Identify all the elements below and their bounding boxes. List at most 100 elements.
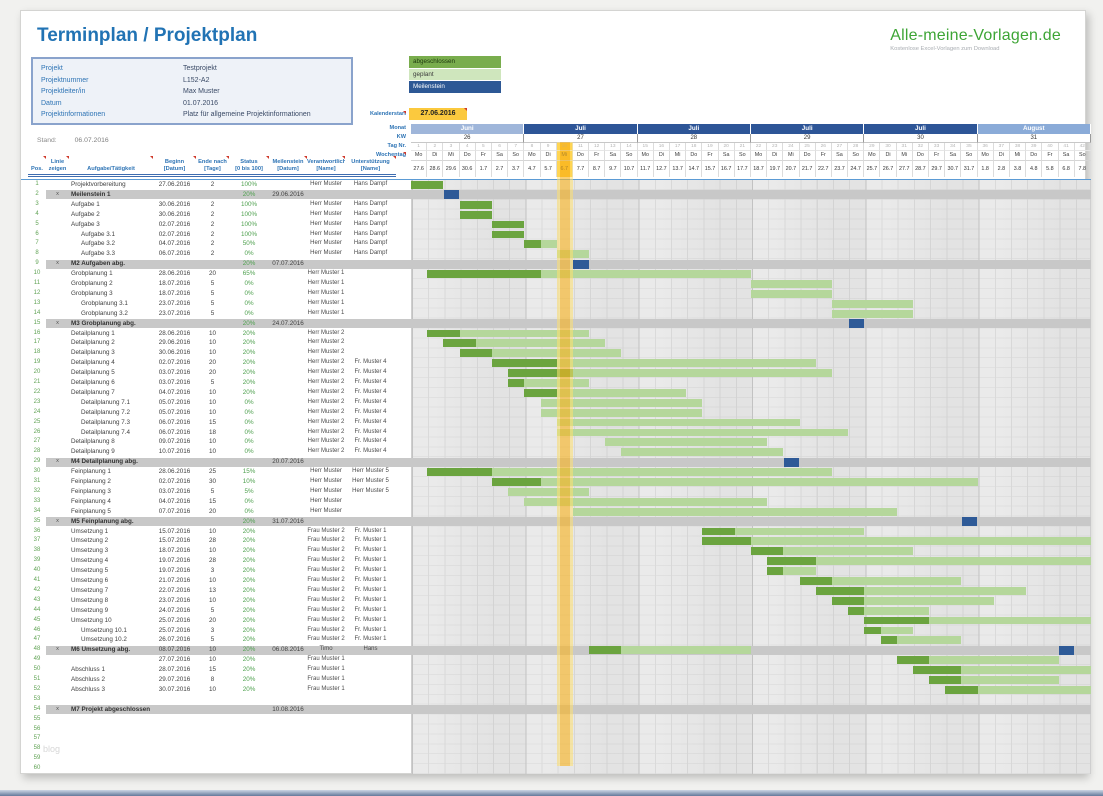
cell-responsible[interactable]: Herr Muster [310, 240, 342, 247]
cell-task[interactable]: Grobplanung 3.1 [81, 299, 128, 307]
cell-begin[interactable]: 18.07.2016 [158, 280, 191, 287]
cell-task[interactable]: Meilenstein 1 [71, 190, 111, 198]
cell-milestone[interactable]: 07.07.2016 [272, 260, 304, 268]
cell-support[interactable]: Fr. Muster 4 [354, 418, 387, 425]
cell-duration[interactable]: 15 [208, 666, 216, 674]
cell-task[interactable]: Detailplanung 8 [71, 438, 115, 446]
cell-support[interactable]: Hans Dampf [353, 230, 388, 237]
cell-responsible[interactable]: Herr Muster 2 [307, 418, 345, 425]
cell-responsible[interactable]: Timo [319, 646, 333, 653]
cell-task[interactable]: Feinplanung 5 [71, 507, 111, 515]
cell-status[interactable]: 20% [242, 517, 256, 525]
cell-responsible[interactable]: Herr Muster 2 [307, 428, 345, 435]
cell-milestone[interactable]: 29.06.2016 [272, 190, 304, 198]
cell-begin[interactable]: 09.07.2016 [158, 438, 191, 446]
cell-task[interactable]: Projektvorbereitung [71, 181, 126, 188]
cell-support[interactable]: Hans Dampf [353, 240, 388, 247]
cell-task[interactable]: Umsetzung 3 [71, 547, 109, 555]
cell-status[interactable]: 20% [242, 319, 256, 327]
cell-support[interactable]: Fr. Muster 4 [354, 359, 387, 366]
cell-task[interactable]: Grobplanung 1 [71, 270, 113, 278]
project-info-value[interactable]: Testprojekt [183, 65, 217, 72]
cell-support[interactable]: Fr. Muster 1 [354, 636, 387, 643]
cell-duration[interactable]: 20 [208, 369, 216, 377]
cell-begin[interactable]: 18.07.2016 [158, 547, 191, 555]
cell-status[interactable]: 20% [242, 685, 256, 693]
cell-duration[interactable]: 10 [208, 685, 216, 693]
cell-duration[interactable]: 5 [210, 379, 215, 386]
cell-duration[interactable]: 2 [210, 181, 215, 188]
cell-status[interactable]: 20% [242, 577, 256, 584]
cell-begin[interactable]: 28.06.2016 [158, 270, 191, 278]
cell-begin[interactable]: 30.06.2016 [158, 200, 191, 208]
cell-status[interactable]: 20% [242, 666, 256, 674]
cell-begin[interactable]: 30.06.2016 [158, 210, 191, 218]
cell-begin[interactable]: 19.07.2016 [158, 567, 191, 575]
cell-status[interactable]: 20% [242, 606, 256, 614]
cell-duration[interactable]: 2 [210, 250, 215, 258]
cell-status[interactable]: 0% [244, 418, 254, 426]
cell-begin[interactable]: 30.07.2016 [158, 685, 191, 693]
cell-task[interactable]: Detailplanung 2 [71, 339, 115, 347]
cell-line-toggle[interactable]: x [56, 705, 59, 712]
cell-task[interactable]: Umsetzung 2 [71, 537, 109, 545]
cell-support[interactable]: Fr. Muster 4 [354, 438, 387, 445]
cell-responsible[interactable]: Frau Muster 2 [307, 636, 345, 643]
cell-duration[interactable]: 10 [208, 438, 216, 446]
cell-begin[interactable]: 03.07.2016 [158, 487, 191, 495]
cell-responsible[interactable]: Herr Muster [310, 181, 342, 187]
cell-responsible[interactable]: Frau Muster 2 [307, 616, 345, 623]
cell-duration[interactable]: 2 [210, 220, 215, 228]
cell-begin[interactable]: 27.06.2016 [158, 181, 191, 188]
cell-status[interactable]: 20% [242, 596, 256, 604]
cell-status[interactable]: 100% [240, 200, 258, 208]
cell-task[interactable]: Aufgabe 3.3 [81, 250, 115, 258]
cell-milestone[interactable]: 06.08.2016 [272, 646, 304, 654]
cell-responsible[interactable]: Frau Muster 2 [307, 537, 345, 544]
cell-task[interactable]: M3 Grobplanung abg. [71, 319, 136, 327]
cell-line-toggle[interactable]: x [56, 517, 59, 524]
cell-status[interactable]: 20% [242, 359, 256, 367]
cell-status[interactable]: 0% [244, 289, 254, 297]
cell-status[interactable]: 20% [242, 527, 256, 535]
cell-status[interactable]: 20% [242, 369, 256, 377]
cell-status[interactable]: 20% [242, 636, 256, 644]
cell-responsible[interactable]: Herr Muster [310, 210, 342, 217]
cell-status[interactable]: 20% [242, 537, 256, 545]
cell-responsible[interactable]: Frau Muster 2 [307, 557, 345, 564]
cell-begin[interactable]: 03.07.2016 [158, 379, 191, 386]
cell-responsible[interactable]: Frau Muster 2 [307, 577, 345, 583]
cell-task[interactable]: Detailplanung 7 [71, 388, 115, 396]
cell-responsible[interactable]: Frau Muster 2 [307, 527, 345, 534]
cell-duration[interactable]: 20 [208, 359, 216, 367]
cell-task[interactable]: Detailplanung 6 [71, 379, 115, 386]
cell-task[interactable]: Detailplanung 7.3 [81, 418, 131, 426]
cell-duration[interactable]: 10 [208, 448, 216, 456]
cell-responsible[interactable]: Herr Muster [310, 220, 342, 227]
cell-task[interactable]: Detailplanung 7.2 [81, 408, 131, 416]
cell-support[interactable]: Fr. Muster 1 [354, 596, 387, 603]
cell-status[interactable]: 0% [244, 497, 254, 505]
cell-task[interactable]: Grobplanung 3.2 [81, 309, 128, 317]
cell-task[interactable]: Grobplanung 2 [71, 280, 113, 287]
cell-task[interactable]: M5 Feinplanung abg. [71, 517, 134, 525]
cell-task[interactable]: Feinplanung 3 [71, 487, 111, 495]
cell-status[interactable]: 20% [242, 190, 256, 198]
cell-responsible[interactable]: Herr Muster 2 [307, 339, 345, 346]
cell-duration[interactable]: 28 [208, 537, 216, 545]
cell-responsible[interactable]: Frau Muster 2 [307, 567, 345, 574]
cell-duration[interactable]: 10 [208, 388, 216, 396]
cell-support[interactable]: Herr Muster 5 [352, 478, 389, 484]
cell-begin[interactable]: 05.07.2016 [158, 408, 191, 416]
cell-duration[interactable]: 10 [208, 339, 216, 347]
cell-responsible[interactable]: Herr Muster 2 [307, 379, 345, 385]
cell-support[interactable]: Fr. Muster 1 [354, 626, 387, 633]
cell-status[interactable]: 20% [242, 676, 256, 683]
cell-responsible[interactable]: Herr Muster 2 [307, 438, 345, 445]
cell-duration[interactable]: 10 [208, 596, 216, 604]
cell-duration[interactable]: 10 [208, 577, 216, 584]
cell-task[interactable]: Grobplanung 3 [71, 289, 113, 297]
cell-support[interactable]: Hans Dampf [353, 250, 388, 257]
cell-status[interactable]: 20% [242, 379, 256, 386]
cell-duration[interactable]: 20 [208, 616, 216, 624]
